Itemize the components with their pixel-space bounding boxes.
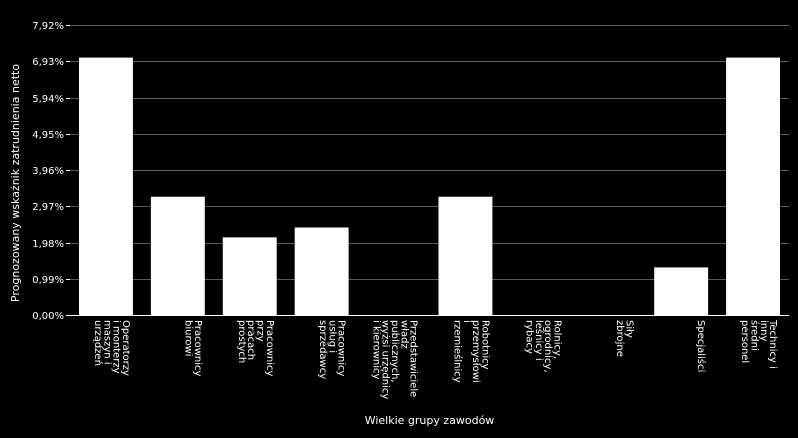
category-label-line: Siły [623,320,634,338]
category-label-line: i monterzy [111,320,122,374]
category-label-line: zbrojne [614,320,625,357]
category-label: Specjaliści [695,320,707,372]
category-label-line: publicznych, [389,320,400,383]
category-label-line: ogrodnicy, [542,320,553,373]
y-tick-label: 1,98% [32,239,64,250]
category-label-line: sprzedawcy [317,320,328,379]
category-label-line: Przedstawiciele [408,320,419,397]
category-label-line: personel [739,320,750,363]
y-tick-label: 0,00% [32,311,64,322]
y-tick-label: 2,97% [32,202,64,213]
bar [150,196,205,315]
category-label-line: przemysłowi [470,320,481,383]
category-label-line: urządzeń [92,320,104,366]
category-label-line: wyżsi urzędnicy [380,320,391,399]
category-label-line: Rolnicy, [551,320,562,359]
category-label-line: rzemieślnicy [452,320,464,383]
category-label-line: usług i [326,320,337,353]
y-tick-label: 4,95% [32,130,64,141]
y-tick-label: 3,96% [32,166,64,177]
category-label-line: pracach [245,320,256,360]
bar [726,57,781,316]
bar [294,227,349,315]
category-label-line: Robotnicy [479,320,490,370]
y-tick-labels: 0,00% 0,99% 1,98% 2,97% 3,96% 4,95% 5,94% 6,93%… [32,21,64,322]
category-label-line: maszyn i [101,320,112,365]
bar [438,196,493,315]
category-label-line: przy [254,320,265,342]
category-label-line: władz [398,320,409,349]
category-label-line: prostych [236,320,247,363]
category-label-line: Pracownicy [192,320,203,377]
category-label-line: Pracownicy [336,320,347,377]
category-label-line: średni [748,320,760,351]
bar [222,237,277,315]
category-label-line: i kierownicy [370,320,381,379]
category-label-line: Pracownicy [264,320,275,377]
x-axis-title: Wielkie grupy zawodów [365,414,495,427]
bar [654,267,709,315]
category-label-line: Specjaliści [695,320,707,372]
category-label-line: i [461,320,472,323]
category-label-line: leśnicy i [533,320,545,361]
y-tick-label: 5,94% [32,94,64,105]
category-label-line: inny [758,320,769,341]
y-tick-label: 0,99% [32,275,64,286]
bars [78,57,781,316]
category-label-line: Technicy i [767,319,778,369]
y-tick-label: 7,92% [32,21,64,32]
category-label-line: Operatorzy [120,320,131,376]
bar [78,57,133,316]
y-axis-title: Prognozowany wskaźnik zatrudnienia netto [9,64,22,302]
y-tick-label: 6,93% [32,57,64,68]
category-label-line: rybacy [523,320,534,354]
category-label-line: biurowi [183,320,194,356]
